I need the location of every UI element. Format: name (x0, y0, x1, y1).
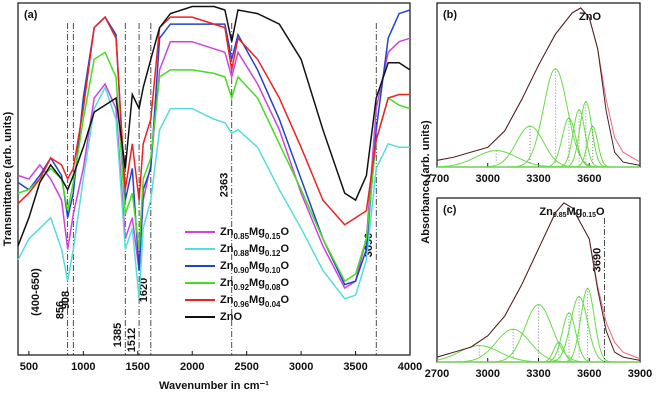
x-tick-label: 4000 (398, 361, 422, 373)
legend-label: Zn0.92Mg0.08O (220, 277, 290, 292)
x-tick-label: 2700 (425, 368, 449, 380)
fit-component (437, 108, 640, 168)
y-axis-label: Transmittance (arb. units) (2, 111, 14, 246)
marker-label: 2363 (219, 173, 231, 197)
x-tick-label: 3000 (476, 173, 500, 185)
x-tick-label: 3900 (628, 368, 652, 380)
x-tick-label: 3600 (577, 173, 601, 185)
x-tick-label: 2700 (425, 173, 449, 185)
x-tick-label: 3300 (526, 173, 550, 185)
series-line (436, 202, 641, 361)
panel-b-frame (436, 2, 641, 168)
series-line (17, 37, 411, 290)
panel-title: Zn0.85Mg0.15O (539, 206, 605, 219)
marker-label: 1512 (126, 328, 138, 352)
series-line (17, 15, 410, 226)
x-tick-label: 3000 (289, 361, 313, 373)
x-tick-label: 3000 (476, 368, 500, 380)
legend-label: ZnO (220, 311, 242, 323)
panel-label: (c) (443, 204, 457, 216)
x-tick-label: 1500 (126, 361, 150, 373)
x-tick-label: 3500 (343, 361, 367, 373)
legend-label: Zn0.88Mg0.12O (220, 243, 290, 258)
panel-title: ZnO (579, 11, 601, 23)
fit-component (437, 125, 640, 168)
fit-component (437, 68, 640, 168)
marker-label: 1620 (138, 278, 150, 302)
x-tick-label: 2500 (234, 361, 258, 373)
x-tick-label: 500 (20, 361, 38, 373)
panel-a-frame (17, 2, 411, 356)
x-tick-label: 3600 (577, 368, 601, 380)
marker-label: 856 (55, 301, 67, 319)
x-tick-label: 3300 (526, 368, 550, 380)
series-line (436, 7, 641, 166)
series-line (436, 7, 641, 163)
legend-label: Zn0.85Mg0.15O (220, 226, 290, 241)
series-line (17, 9, 411, 286)
x-tick-label: 2000 (180, 361, 204, 373)
series-line (17, 5, 411, 247)
x-axis-label: Wavenumber in cm⁻¹ (159, 380, 269, 392)
series-line (17, 51, 411, 283)
fit-component (437, 287, 640, 363)
legend-label: Zn0.96Mg0.04O (220, 294, 290, 309)
annotation: (400-650) (30, 268, 42, 316)
panel-label: (a) (24, 9, 38, 21)
marker-label: 1385 (112, 323, 124, 347)
fit-component (437, 328, 640, 363)
legend-label: Zn0.90Mg0.10O (220, 260, 290, 275)
panel-c-frame (436, 197, 641, 363)
series-line (17, 85, 410, 300)
panel-label: (b) (443, 9, 457, 21)
y-axis-label: Absorbance (arb. units) (420, 120, 432, 244)
marker-label: 908 (60, 291, 72, 309)
x-tick-label: 1000 (71, 361, 95, 373)
